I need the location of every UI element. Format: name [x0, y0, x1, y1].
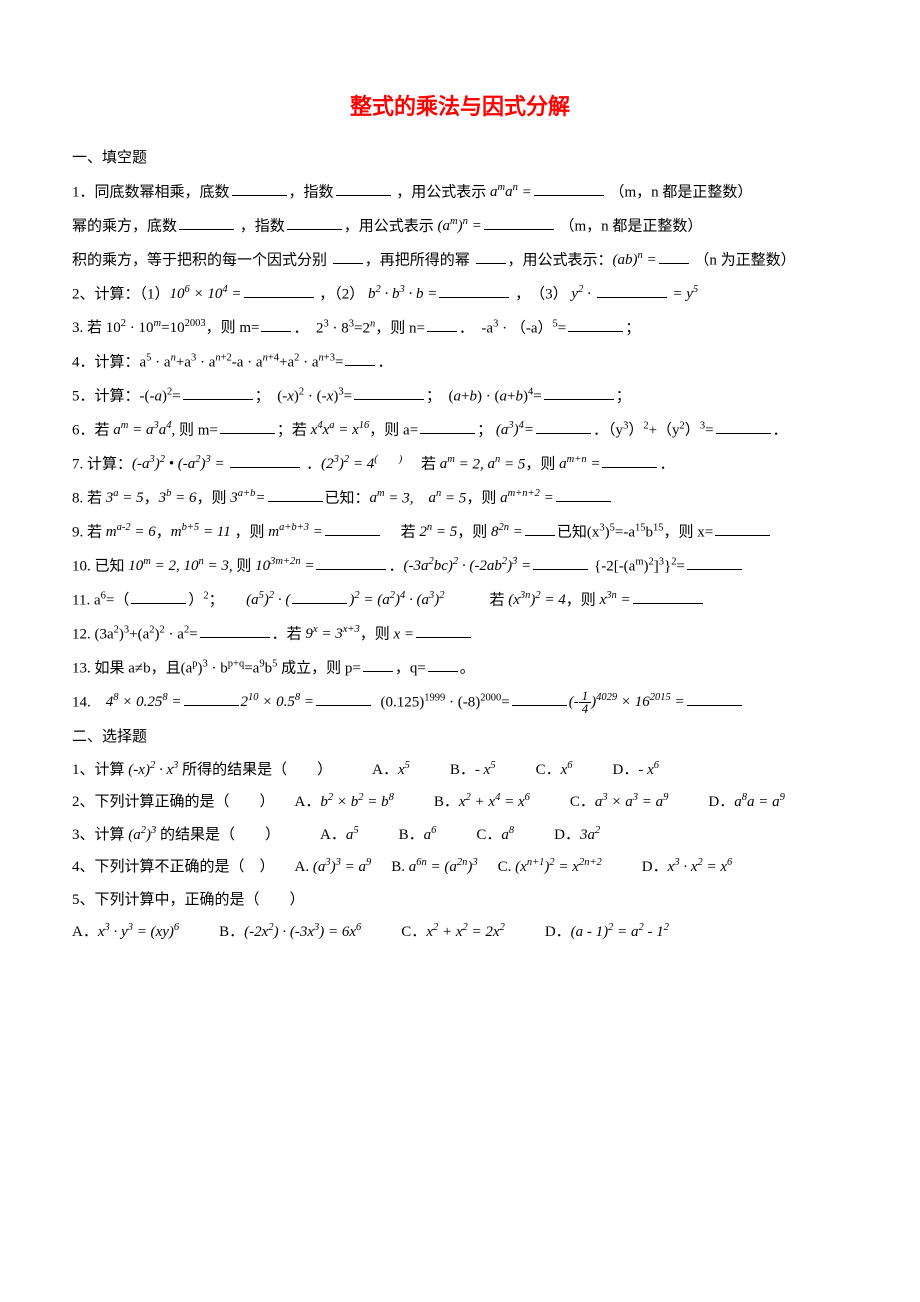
blank — [533, 554, 588, 571]
q1c: ，用公式表示 — [396, 184, 486, 200]
blank — [232, 180, 287, 197]
blank — [354, 384, 424, 401]
q1b: ，指数 — [289, 184, 334, 200]
blank — [597, 282, 667, 299]
q3a: 3. 若 102 · 10m=102003，则 m= — [72, 320, 259, 336]
q4-line: 4．计算：a5 · an+a3 · an+2-a · an+4+a2 · an+… — [72, 350, 848, 374]
blank — [439, 282, 509, 299]
q2a: 2、计算：（1） — [72, 286, 170, 302]
blank — [633, 588, 703, 605]
q1-line3: 积的乘方，等于把积的每一个因式分别 ，再把所得的幂 ，用公式表示：(ab)n =… — [72, 248, 848, 272]
blank — [316, 554, 386, 571]
q1-prod-a: 积的乘方，等于把积的每一个因式分别 — [72, 252, 327, 268]
blank — [268, 486, 323, 503]
blank — [220, 418, 275, 435]
blank — [716, 418, 771, 435]
q2b: ，（2） — [319, 286, 364, 302]
q1-prod-b: ，再把所得的幂 — [365, 252, 470, 268]
frac-num: 1 — [579, 690, 591, 704]
blank — [200, 622, 270, 639]
blank — [715, 520, 770, 537]
c-q1: 1、计算 (-x)2 · x3 所得的结果是（ ）A．x5B．- x5C．x6D… — [72, 759, 848, 782]
c-q5: 5、下列计算中，正确的是（ ） — [72, 889, 848, 912]
blank — [659, 248, 689, 265]
c-q3: 3、计算 (a2)3 的结果是（ ）A．a5B．a6C．a8D．3a2 — [72, 824, 848, 847]
blank — [420, 418, 475, 435]
blank — [287, 214, 342, 231]
blank — [428, 656, 458, 673]
blank — [568, 316, 623, 333]
q2-line: 2、计算：（1）106 × 104 = ，（2） b2 · b3 · b = ，… — [72, 282, 848, 306]
q14-line: 14. 48 × 0.258 =210 × 0.58 = (0.125)1999… — [72, 690, 848, 717]
blank — [316, 690, 371, 707]
blank — [244, 282, 314, 299]
blank — [333, 248, 363, 265]
section-fill-head: 一、填空题 — [72, 147, 848, 170]
blank — [556, 486, 611, 503]
q10-line: 10. 已知 10m = 2, 10n = 3, 则 103m+2n =．(-3… — [72, 554, 848, 578]
blank — [512, 690, 567, 707]
blank — [261, 316, 291, 333]
blank — [230, 452, 300, 469]
c-q4: 4、下列计算不正确的是（ ）A. (a3)3 = a9B. a6n = (a2n… — [72, 856, 848, 879]
blank — [416, 622, 471, 639]
blank — [687, 554, 742, 571]
c-q2: 2、下列计算正确的是（ ）A．b2 × b2 = b8B．x2 + x4 = x… — [72, 791, 848, 814]
blank — [476, 248, 506, 265]
blank — [336, 180, 391, 197]
doc-title: 整式的乘法与因式分解 — [72, 90, 848, 123]
blank — [363, 656, 393, 673]
q1-pow-a: 幂的乘方，底数 — [72, 218, 177, 234]
q6-line: 6．若 am = a3a4, 则 m=；若 x4xa = x16，则 a=； (… — [72, 418, 848, 442]
q1-prod-c: ，用公式表示： — [508, 252, 613, 268]
blank — [602, 452, 657, 469]
blank — [179, 214, 234, 231]
q1-pow-c: ，用公式表示 — [344, 218, 434, 234]
blank — [345, 350, 375, 367]
q1-pow-b: ，指数 — [240, 218, 285, 234]
q9-line: 9. 若 ma-2 = 6，mb+5 = 11 ，则 ma+b+3 = 若 2n… — [72, 520, 848, 544]
blank — [525, 520, 555, 537]
blank — [544, 384, 614, 401]
blank — [292, 588, 347, 605]
blank — [325, 520, 380, 537]
blank — [687, 690, 742, 707]
blank — [427, 316, 457, 333]
c-q5-opts: A．x3 · y3 = (xy)6B．(-2x2) · (-3x3) = 6x6… — [72, 921, 848, 944]
q7-line: 7. 计算：(-a3)2 • (-a2)3 = ．(23)2 = 4( ) 若 … — [72, 452, 848, 476]
q1-prod-d: （n 为正整数） — [694, 252, 795, 268]
blank — [183, 384, 253, 401]
blank — [534, 180, 604, 197]
q8-line: 8. 若 3a = 5，3b = 6，则 3a+b=已知：am = 3, an … — [72, 486, 848, 510]
q12-line: 12. (3a2)3+(a2)2 · a2=．若 9x = 3x+3，则 x = — [72, 622, 848, 646]
q1d: （m，n 都是正整数） — [610, 184, 753, 200]
q3-line: 3. 若 102 · 10m=102003，则 m=． 23 · 83=2n，则… — [72, 316, 848, 340]
q11-line: 11. a6=（）2； (a5)2 · ()2 = (a2)4 · (a3)2 … — [72, 588, 848, 612]
q1-pow-d: （m，n 都是正整数） — [560, 218, 703, 234]
section-choice-head: 二、选择题 — [72, 726, 848, 749]
blank — [536, 418, 591, 435]
blank — [184, 690, 239, 707]
q13-line: 13. 如果 a≠b，且(ap)3 · bp+q=a9b5 成立，则 p=，q=… — [72, 656, 848, 680]
q5-line: 5．计算：-(-a)2=； (-x)2 · (-x)3=； (a+b) · (a… — [72, 384, 848, 408]
q1-line2: 幂的乘方，底数 ，指数，用公式表示 (am)n = （m，n 都是正整数） — [72, 214, 848, 238]
frac-den: 4 — [579, 703, 591, 716]
q2c: ， （3） — [515, 286, 568, 302]
q1-line1: 1．同底数幂相乘，底数，指数 ，用公式表示 aman = （m，n 都是正整数） — [72, 180, 848, 204]
q1a: 1．同底数幂相乘，底数 — [72, 184, 230, 200]
blank — [484, 214, 554, 231]
blank — [131, 588, 186, 605]
